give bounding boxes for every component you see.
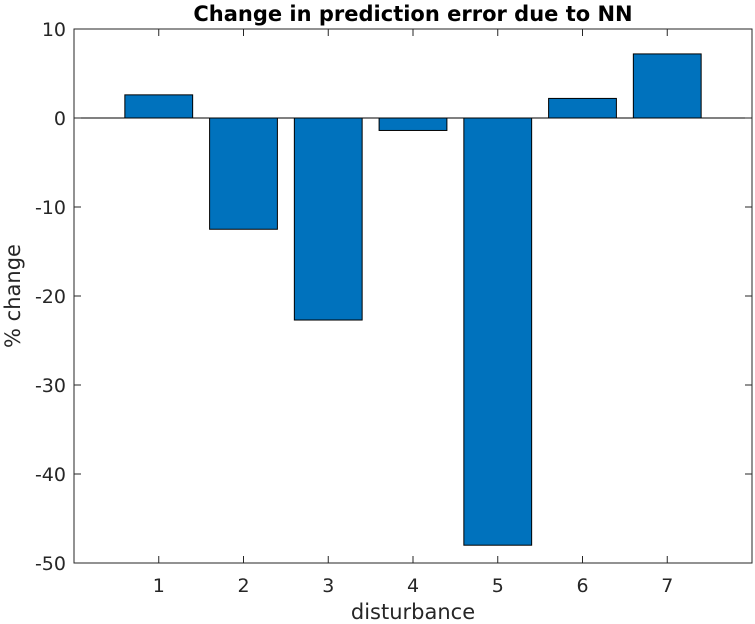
bar-1 bbox=[124, 94, 194, 119]
plot-area: 10 0 -10 -20 -30 -40 -50 1 2 3 4 5 6 7 bbox=[35, 19, 753, 597]
x-tick-label: 4 bbox=[407, 575, 419, 597]
bar-3 bbox=[293, 117, 363, 321]
x-tick-label: 7 bbox=[661, 575, 673, 597]
y-tick-label: -40 bbox=[35, 464, 66, 486]
x-tick-label: 6 bbox=[576, 575, 588, 597]
y-tick-label: -50 bbox=[35, 553, 66, 575]
y-tick-label: 10 bbox=[42, 19, 66, 41]
y-axis-ticks: 10 0 -10 -20 -30 -40 -50 bbox=[35, 19, 752, 575]
bar-6 bbox=[548, 97, 617, 119]
bar-2 bbox=[209, 117, 278, 230]
y-tick-label: 0 bbox=[54, 108, 66, 130]
y-axis-label: % change bbox=[1, 244, 25, 348]
x-tick-label: 2 bbox=[237, 575, 249, 597]
x-tick-label: 5 bbox=[492, 575, 504, 597]
x-tick-label: 3 bbox=[322, 575, 334, 597]
chart-title: Change in prediction error due to NN bbox=[193, 2, 632, 26]
y-tick-label: -10 bbox=[35, 197, 66, 219]
bar-5 bbox=[463, 117, 533, 546]
y-tick-label: -20 bbox=[35, 286, 66, 308]
bar-4 bbox=[378, 117, 448, 131]
x-axis-label: disturbance bbox=[351, 600, 475, 624]
y-tick-label: -30 bbox=[35, 375, 66, 397]
x-axis-ticks: 1 2 3 4 5 6 7 bbox=[153, 29, 673, 597]
x-tick-label: 1 bbox=[153, 575, 165, 597]
bar-7 bbox=[632, 53, 702, 119]
